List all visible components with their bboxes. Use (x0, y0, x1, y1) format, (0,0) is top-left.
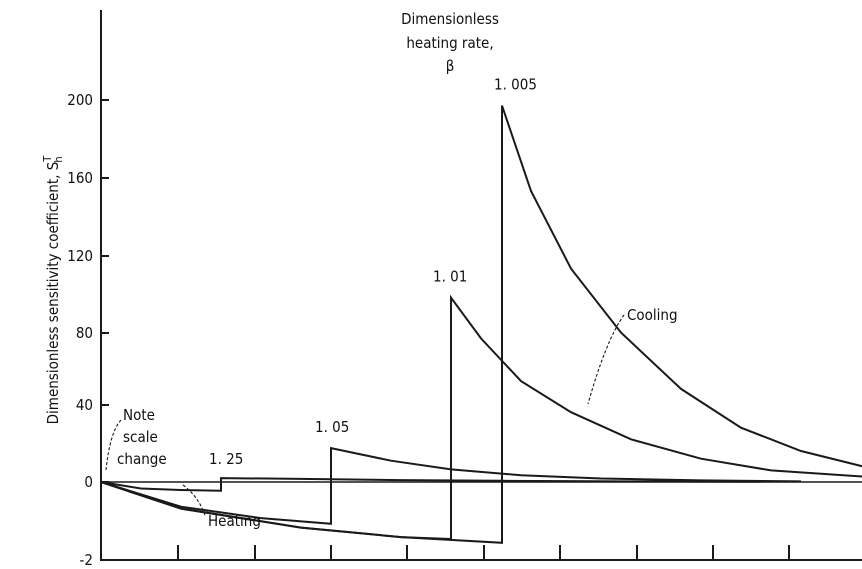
svg-text:heating rate,: heating rate, (406, 34, 493, 52)
y-tick-label: -2 (80, 551, 93, 569)
y-axis-title: Dimensionless sensitivity coefficient, S… (41, 155, 65, 425)
series-labels: 1. 25 1. 05 1. 01 1. 005 (209, 76, 537, 468)
note-annotation: Note scale change (105, 406, 167, 471)
svg-text:β: β (446, 57, 455, 75)
y-tick-label: 0 (84, 473, 93, 491)
svg-text:Note: Note (123, 406, 155, 424)
svg-text:Cooling: Cooling (627, 306, 678, 324)
series-label: 1. 01 (433, 268, 467, 286)
y-tick-label: 120 (67, 247, 93, 265)
y-tick-label: 160 (67, 169, 93, 187)
svg-text:Heating: Heating (208, 512, 261, 530)
series-label: 1. 05 (315, 418, 349, 436)
y-ticks: 200 160 120 80 40 0 -2 (67, 91, 109, 569)
heating-annotation: Heating (182, 484, 261, 530)
legend-title: Dimensionless heating rate, β (401, 10, 499, 75)
series-label: 1. 005 (494, 76, 537, 94)
svg-text:scale: scale (123, 428, 158, 446)
cooling-annotation: Cooling (587, 306, 678, 405)
y-tick-label: 80 (76, 324, 93, 342)
curves (100, 105, 862, 544)
series-label: 1. 25 (209, 450, 243, 468)
series-line (100, 477, 762, 492)
series-line (100, 105, 862, 544)
svg-text:Dimensionless: Dimensionless (401, 10, 499, 28)
y-tick-label: 40 (76, 396, 93, 414)
series-line (100, 294, 862, 541)
series-line (100, 446, 802, 525)
x-axis (101, 545, 862, 561)
svg-text:change: change (117, 450, 167, 468)
y-tick-label: 200 (67, 91, 93, 109)
